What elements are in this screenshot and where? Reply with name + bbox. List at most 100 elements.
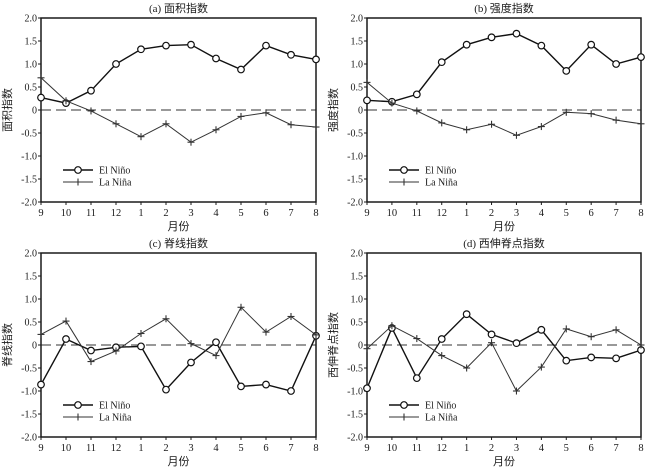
data-point-circle	[612, 60, 620, 68]
legend-item-el-nino: El Niño	[63, 401, 130, 412]
data-point-circle	[312, 55, 320, 64]
series-line	[366, 313, 642, 389]
y-tick-label: 1.0	[25, 295, 38, 306]
data-point-plus	[187, 138, 195, 146]
series-line	[40, 335, 317, 392]
data-point-plus	[137, 330, 145, 337]
y-tick-label: 1.5	[351, 272, 364, 283]
data-point-plus	[537, 363, 545, 371]
x-tick-label: 1	[138, 208, 143, 219]
data-point-circle	[237, 65, 245, 74]
data-point-plus	[112, 120, 120, 128]
x-tick-label: 4	[213, 443, 219, 454]
data-point-circle	[412, 90, 421, 99]
y-tick-label: -1.5	[21, 175, 37, 186]
y-tick-label: -1.0	[21, 152, 37, 163]
y-tick-label: -0.5	[21, 129, 37, 140]
y-tick-label: 1.0	[25, 60, 38, 71]
y-tick-label: -1.0	[347, 387, 363, 398]
legend-label: El Niño	[425, 401, 456, 412]
data-point-plus	[363, 78, 371, 86]
y-tick-label: 1.0	[351, 295, 364, 306]
data-point-circle	[212, 54, 220, 63]
x-tick-label: 7	[613, 443, 618, 454]
x-tick-label: 4	[213, 208, 219, 219]
x-tick-label: 9	[364, 443, 369, 454]
data-point-plus	[237, 303, 245, 311]
data-point-plus	[287, 121, 295, 129]
data-point-plus	[312, 123, 320, 131]
x-axis-label: 月份	[493, 220, 515, 233]
legend-marker-circle	[74, 166, 82, 174]
x-tick-label: 6	[589, 208, 594, 219]
data-point-circle	[462, 310, 471, 319]
y-tick-label: 0.5	[25, 83, 38, 94]
chart-title: (b) 强度指数	[474, 1, 534, 15]
data-point-plus	[312, 331, 320, 339]
y-tick-label: -2.0	[21, 198, 37, 209]
x-tick-label: 6	[589, 443, 594, 454]
y-tick-label: 2.0	[351, 14, 364, 25]
chart-title: (c) 脊线指数	[149, 236, 208, 250]
data-point-circle	[562, 66, 571, 75]
data-point-circle	[212, 338, 220, 347]
chart-panel-b: (b) 强度指数 2.0 1.5 1.0 0.5 0 -0.5 -1.0 -1.5 -2.09 10…	[326, 1, 645, 233]
series-el-nino	[37, 331, 320, 395]
data-point-plus	[512, 131, 520, 139]
data-point-plus	[187, 340, 195, 348]
legend-item-el-nino: El Niño	[389, 166, 456, 177]
series-line	[40, 77, 317, 143]
y-tick-label: 1.5	[25, 37, 38, 48]
x-tick-label: 8	[638, 443, 643, 454]
chart-title: (d) 西伸脊点指数	[463, 236, 545, 250]
data-point-circle	[462, 40, 471, 49]
x-tick-label: 1	[464, 443, 469, 454]
legend-label: El Niño	[99, 401, 130, 412]
data-point-circle	[587, 40, 596, 49]
data-point-plus	[637, 120, 645, 128]
x-tick-label: 4	[539, 208, 545, 219]
data-point-circle	[87, 346, 95, 355]
data-point-plus	[537, 123, 545, 131]
x-tick-label: 11	[86, 443, 96, 454]
y-tick-label: 0.5	[25, 318, 38, 329]
legend-marker-circle	[74, 401, 82, 409]
data-point-plus	[413, 335, 421, 343]
data-point-circle	[62, 335, 70, 343]
y-tick-label: 0	[358, 341, 363, 352]
y-tick-label: 1.5	[25, 272, 38, 283]
data-point-circle	[287, 387, 295, 395]
data-point-circle	[537, 41, 546, 50]
data-point-circle	[262, 41, 270, 50]
data-point-plus	[162, 315, 170, 323]
data-point-plus	[438, 352, 446, 360]
data-point-circle	[112, 60, 120, 68]
y-tick-label: -2.0	[21, 433, 37, 444]
y-tick-label: -1.0	[347, 152, 363, 163]
data-point-circle	[587, 353, 596, 362]
data-point-plus	[62, 97, 70, 105]
x-tick-label: 9	[364, 208, 369, 219]
x-tick-label: 11	[412, 443, 422, 454]
y-tick-label: -0.5	[347, 364, 363, 375]
x-tick-label: 4	[539, 443, 545, 454]
x-tick-label: 7	[613, 208, 618, 219]
data-point-circle	[437, 58, 446, 67]
series-el-nino	[363, 29, 645, 106]
chart-panel-c: (c) 脊线指数 2.0 1.5 1.0 0.5 0 -0.5 -1.0 -1.5 -2.09 10…	[0, 236, 320, 468]
chart-panel-a: (a) 面积指数 2.0 1.5 1.0 0.5 0 -0.5 -1.0 -1.5 -2.09 10…	[0, 1, 320, 233]
x-tick-label: 10	[61, 208, 72, 219]
x-tick-label: 5	[238, 443, 243, 454]
data-point-plus	[562, 325, 570, 333]
data-point-plus	[62, 317, 70, 325]
data-point-plus	[587, 110, 595, 118]
data-point-plus	[262, 328, 270, 336]
x-tick-label: 2	[163, 208, 168, 219]
y-tick-label: 0	[358, 106, 363, 117]
data-point-plus	[87, 107, 95, 115]
x-tick-label: 7	[288, 443, 293, 454]
x-tick-label: 12	[111, 443, 122, 454]
data-point-circle	[37, 380, 45, 389]
